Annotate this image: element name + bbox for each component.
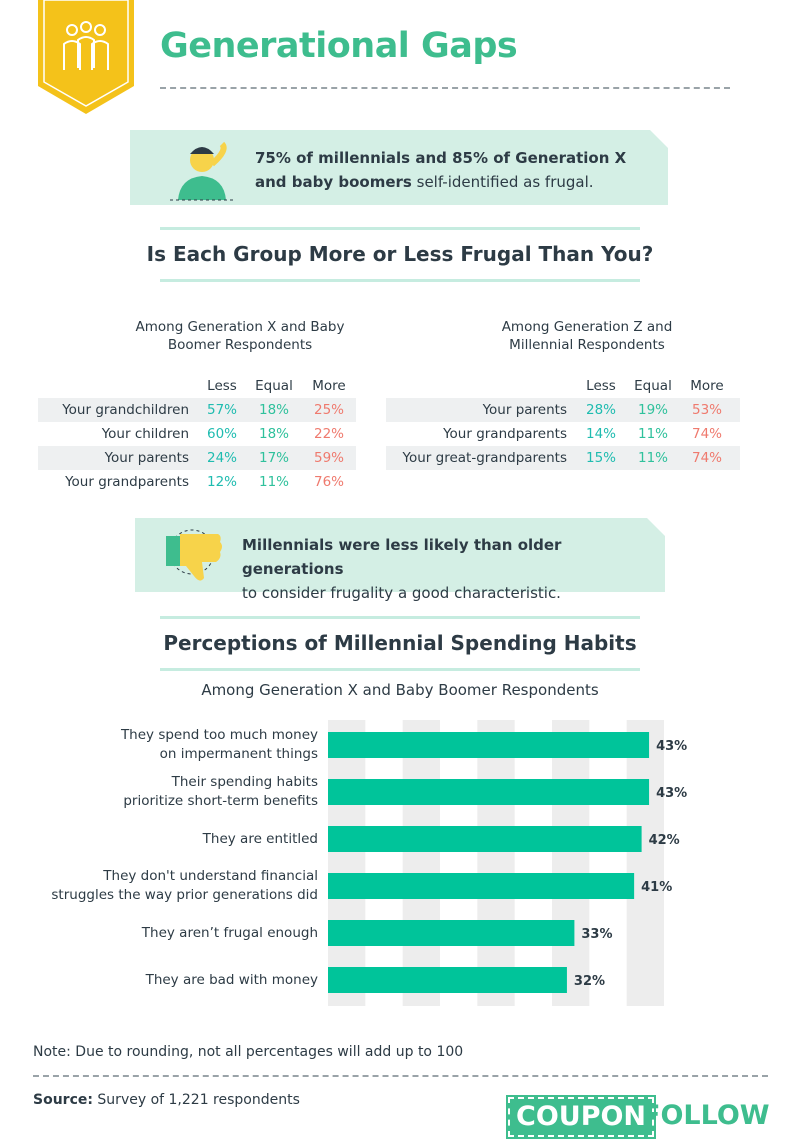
section-title: Perceptions of Millennial Spending Habit… [163,631,637,655]
cell-value: 12% [206,474,237,490]
column-header: Less [586,378,616,394]
column-header: Equal [634,378,672,394]
value-label: 41% [641,880,672,895]
category-label: They spend too much money on impermanent… [120,727,318,762]
bar [328,967,567,993]
chart-subtitle: Among Generation X and Baby Boomer Respo… [201,681,599,699]
category-label: They are entitled [202,830,318,847]
category-label: They don't understand financial struggle… [51,868,318,903]
row-label: Your children [101,426,189,442]
callout-bold: Millennials were less likely than older … [242,536,562,578]
cell-value: 19% [637,402,668,418]
page-title: Generational Gaps [160,26,518,66]
category-label: Their spending habits prioritize short-t… [123,774,318,809]
cell-value: 53% [691,402,722,418]
cell-value: 18% [258,426,289,442]
cell-value: 74% [691,426,722,442]
cell-value: 11% [258,474,289,490]
column-header: Equal [255,378,293,394]
cell-value: 17% [258,450,289,466]
section-line [160,279,640,282]
cell-value: 14% [585,426,616,442]
header-badge [38,0,134,114]
cell-value: 60% [206,426,237,442]
column-header: More [312,378,346,394]
callout-normal: to consider frugality a good characteris… [242,584,561,602]
thumbs-down-icon [166,529,222,581]
value-label: 42% [649,833,680,848]
callout-bold: 75% of millennials and 85% of Generation… [255,149,627,191]
logo-left: COUPON [505,1095,657,1139]
cell-value: 28% [585,402,616,418]
callout-box [135,518,665,592]
row-shade [386,446,740,470]
callout-text: 75% of millennials and 85% of Generation… [255,146,645,194]
row-label: Your parents [482,402,567,418]
cell-value: 74% [691,450,722,466]
row-label: Your grandparents [443,426,567,442]
bar [328,920,575,946]
column-header: More [690,378,724,394]
source: Source: Survey of 1,221 respondents [33,1092,300,1108]
grid-band [626,720,664,1006]
value-label: 32% [574,974,605,989]
grid-band [402,720,440,1006]
value-label: 43% [656,739,687,754]
section-line [160,227,640,230]
cell-value: 25% [313,402,344,418]
row-label: Your grandchildren [62,402,189,418]
source-label: Source: [33,1092,93,1108]
cell-value: 11% [637,450,668,466]
section-line [160,668,640,671]
cell-value: 15% [585,450,616,466]
grid-band [552,720,590,1006]
row-label: Your grandparents [65,474,189,490]
bar [328,779,650,805]
source-text: Survey of 1,221 respondents [97,1092,300,1108]
divider [33,1075,768,1077]
row-shade [386,398,740,422]
grid-band [328,720,366,1006]
callout-text: Millennials were less likely than older … [242,533,652,605]
person-icon [170,141,234,201]
note: Note: Due to rounding, not all percentag… [33,1044,464,1060]
row-shade [38,446,356,470]
section-title: Is Each Group More or Less Frugal Than Y… [146,242,654,266]
row-shade [38,398,356,422]
grid-band [477,720,515,1006]
cell-value: 18% [258,402,289,418]
callout-normal: self-identified as frugal. [416,173,594,191]
category-label: They aren’t frugal enough [141,924,318,941]
cell-value: 22% [313,426,344,442]
logo-right: FOLLOW [642,1100,770,1131]
section-line [160,616,640,619]
row-label: Your great-grandparents [402,450,567,466]
divider [160,87,730,89]
cell-value: 11% [637,426,668,442]
cell-value: 76% [313,474,344,490]
row-label: Your parents [104,450,189,466]
value-label: 43% [656,786,687,801]
table-title: Among Generation Z and Millennial Respon… [501,319,673,353]
column-header: Less [207,378,237,394]
bar [328,873,635,899]
value-label: 33% [581,927,612,942]
category-label: They are bad with money [145,971,318,988]
bar [328,732,650,758]
table-title: Among Generation X and Baby Boomer Respo… [135,319,345,353]
cell-value: 59% [313,450,344,466]
cell-value: 24% [206,450,237,466]
cell-value: 57% [206,402,237,418]
bar [328,826,642,852]
